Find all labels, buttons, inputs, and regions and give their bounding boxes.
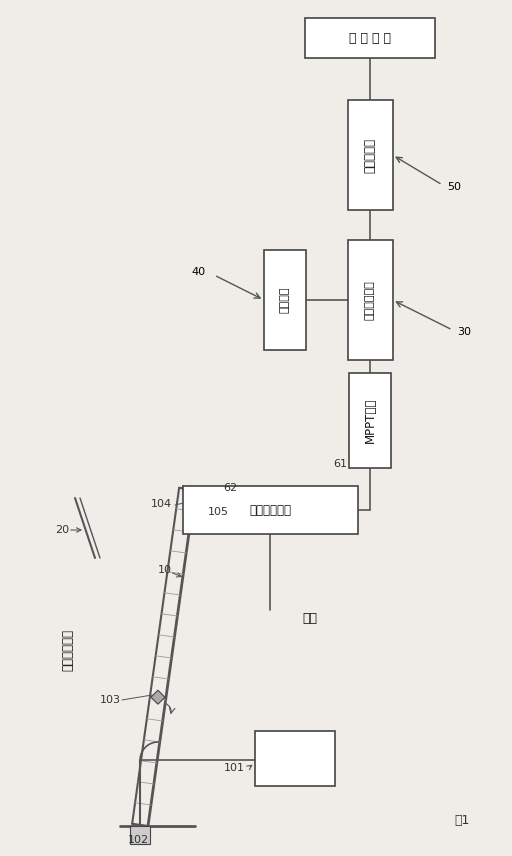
Text: 10: 10 xyxy=(158,565,172,575)
Text: 62: 62 xyxy=(223,483,237,493)
Text: 图1: 图1 xyxy=(454,813,470,827)
FancyBboxPatch shape xyxy=(264,250,306,350)
FancyBboxPatch shape xyxy=(255,730,335,786)
Text: 40: 40 xyxy=(192,267,206,277)
Text: 61: 61 xyxy=(333,459,347,469)
Text: 光伏逆变器: 光伏逆变器 xyxy=(364,138,376,173)
Text: 103: 103 xyxy=(99,695,120,705)
Text: 蓄电池组: 蓄电池组 xyxy=(280,287,290,313)
FancyBboxPatch shape xyxy=(305,18,435,58)
Text: 电网: 电网 xyxy=(303,611,317,625)
Text: 30: 30 xyxy=(458,327,472,337)
FancyBboxPatch shape xyxy=(182,486,357,534)
Text: 105: 105 xyxy=(208,507,229,517)
Text: 接 载 负 载: 接 载 负 载 xyxy=(349,32,391,45)
Text: 104: 104 xyxy=(151,499,172,509)
Text: 20: 20 xyxy=(55,525,69,535)
Text: 太阳能电池板: 太阳能电池板 xyxy=(61,629,75,671)
FancyBboxPatch shape xyxy=(349,372,391,467)
Text: 102: 102 xyxy=(127,835,148,845)
FancyBboxPatch shape xyxy=(130,826,150,844)
Text: 交直流控制器: 交直流控制器 xyxy=(249,503,291,516)
FancyBboxPatch shape xyxy=(348,240,393,360)
Text: MPPT装置: MPPT装置 xyxy=(364,397,376,443)
Text: 充放电控制器: 充放电控制器 xyxy=(365,280,375,320)
FancyBboxPatch shape xyxy=(348,100,393,210)
Polygon shape xyxy=(151,690,165,704)
Text: 101: 101 xyxy=(224,763,245,773)
Text: 50: 50 xyxy=(447,182,461,192)
